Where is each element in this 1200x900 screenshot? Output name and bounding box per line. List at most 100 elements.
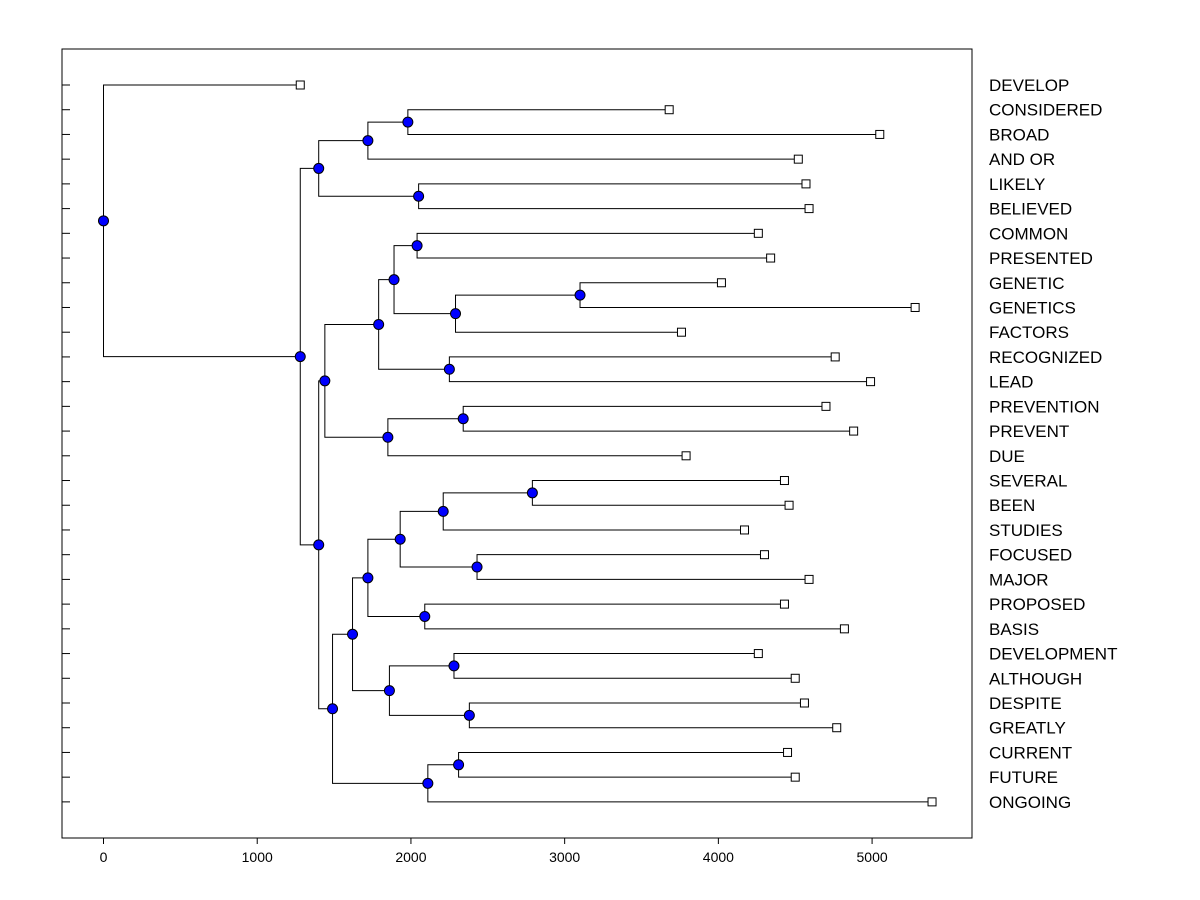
leaf-marker-prevent	[849, 426, 859, 436]
leaf-label-current: CURRENT	[989, 743, 1072, 762]
merge-node	[457, 413, 469, 425]
leaf-marker-likely	[801, 179, 811, 189]
merge-node	[388, 274, 400, 286]
dendrogram-branch	[453, 653, 796, 679]
merge-node	[394, 533, 406, 545]
leaf-label-basis: BASIS	[989, 620, 1039, 639]
leaf-marker-broad	[875, 129, 885, 139]
x-tick-label: 4000	[703, 849, 734, 865]
leaf-label-been: BEEN	[989, 496, 1035, 515]
merge-node	[362, 572, 374, 584]
x-tick-label: 0	[100, 849, 108, 865]
leaf-label-due: DUE	[989, 447, 1025, 466]
plot-frame	[61, 48, 973, 839]
dendrogram-branch	[399, 510, 478, 568]
merge-node	[313, 539, 325, 551]
dendrogram-branch	[442, 492, 745, 531]
leaf-marker-factors	[676, 327, 686, 337]
leaf-marker-major	[804, 574, 814, 584]
leaf-marker-future	[790, 772, 800, 782]
dendrogram-branch	[476, 554, 810, 580]
leaf-label-and-or: AND OR	[989, 150, 1055, 169]
leaf-label-future: FUTURE	[989, 768, 1058, 787]
leaf-marker-and-or	[793, 154, 803, 164]
y-ticks	[62, 84, 70, 803]
leaf-label-common: COMMON	[989, 224, 1068, 243]
dendrogram-branch	[458, 751, 796, 778]
dendrogram-branch	[352, 577, 390, 692]
x-tick-label: 5000	[857, 849, 888, 865]
leaf-label-prevent: PREVENT	[989, 422, 1069, 441]
leaf-marker-current	[783, 747, 793, 757]
merge-node	[327, 703, 339, 715]
leaf-label-proposed: PROPOSED	[989, 595, 1085, 614]
x-axis: 0 1000 2000 3000 4000 5000	[100, 838, 888, 865]
leaf-labels: DEVELOP CONSIDERED BROAD AND OR LIKELY BELIEV…	[989, 76, 1117, 812]
dendrogram-branch	[448, 356, 871, 383]
leaf-marker-common	[753, 228, 763, 238]
leaf-marker-develop	[295, 80, 305, 90]
leaf-marker-prevention	[821, 401, 831, 411]
merge-node	[453, 759, 465, 771]
leaf-marker-due	[681, 451, 691, 461]
merge-node	[383, 685, 395, 697]
leaf-marker-genetic	[716, 278, 726, 288]
leaf-marker-although	[790, 673, 800, 683]
leaf-label-despite: DESPITE	[989, 694, 1062, 713]
merge-node	[294, 351, 306, 363]
dendrogram-branch	[407, 109, 880, 135]
merge-node	[413, 190, 425, 202]
merge-node	[448, 660, 460, 672]
leaf-marker-considered	[664, 105, 674, 115]
leaf-marker-been	[784, 500, 794, 510]
dendrogram-branch	[332, 633, 428, 784]
leaf-label-genetic: GENETIC	[989, 274, 1065, 293]
x-tick-label: 2000	[395, 849, 426, 865]
merge-node	[419, 610, 431, 622]
merge-nodes	[98, 116, 586, 789]
leaf-marker-focused	[759, 550, 769, 560]
x-tick-label: 1000	[242, 849, 273, 865]
leaf-label-factors: FACTORS	[989, 323, 1069, 342]
dendrogram-branch	[579, 282, 916, 308]
dendrogram-branch	[387, 418, 687, 457]
dendrogram-branch	[103, 84, 301, 358]
leaf-label-studies: STUDIES	[989, 521, 1063, 540]
leaf-marker-recognized	[830, 352, 840, 362]
leaf-label-presented: PRESENTED	[989, 249, 1093, 268]
merge-node	[450, 308, 462, 320]
leaf-marker-believed	[804, 204, 814, 214]
merge-node	[422, 777, 434, 789]
leaf-marker-presented	[766, 253, 776, 263]
leaf-marker-despite	[799, 698, 809, 708]
dendrogram-branch	[367, 538, 425, 617]
merge-node	[373, 318, 385, 330]
leaf-marker-proposed	[779, 599, 789, 609]
leaf-label-lead: LEAD	[989, 373, 1033, 392]
merge-node	[463, 709, 475, 721]
dendrogram-branch	[367, 121, 799, 160]
dendrogram-branch	[531, 480, 790, 506]
leaf-marker-ongoing	[927, 797, 937, 807]
x-tick-label: 3000	[549, 849, 580, 865]
dendrogram-branch	[318, 140, 419, 197]
leaf-label-develop: DEVELOP	[989, 76, 1069, 95]
merge-node	[313, 162, 325, 174]
leaf-label-focused: FOCUSED	[989, 546, 1072, 565]
merge-node	[471, 561, 483, 573]
leaf-marker-several	[779, 476, 789, 486]
dendrogram-branch	[416, 232, 771, 259]
dendrogram-branch	[462, 405, 854, 432]
dendrogram-branch	[455, 294, 682, 333]
leaf-label-believed: BELIEVED	[989, 200, 1072, 219]
leaf-marker-lead	[866, 377, 876, 387]
leaf-label-several: SEVERAL	[989, 472, 1067, 491]
merge-node	[402, 116, 414, 128]
leaf-label-broad: BROAD	[989, 125, 1049, 144]
dendrogram-branch	[378, 279, 450, 370]
merge-node	[319, 375, 331, 387]
leaf-label-development: DEVELOPMENT	[989, 645, 1117, 664]
dendrogram-branch	[427, 764, 933, 803]
dendrogram-branch	[388, 665, 470, 716]
